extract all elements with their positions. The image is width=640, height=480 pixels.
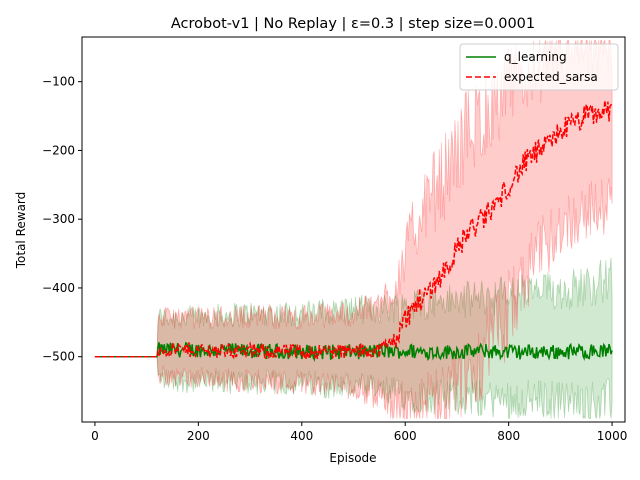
- y-tick-label: −300: [42, 212, 75, 226]
- y-tick-label: −100: [42, 75, 75, 89]
- series-lines: [94, 100, 613, 363]
- y-tick-label: −200: [42, 143, 75, 157]
- x-axis-label: Episode: [329, 451, 376, 465]
- x-tick-label: 600: [394, 429, 417, 443]
- x-tick-label: 200: [187, 429, 210, 443]
- legend: q_learning expected_sarsa: [459, 43, 619, 91]
- band-q-learning: [94, 257, 613, 420]
- x-tick-label: 1000: [597, 429, 628, 443]
- y-axis-ticks: −500 −400 −300 −200 −100: [42, 75, 82, 364]
- legend-label-q-learning: q_learning: [504, 50, 567, 64]
- line-expected-sarsa: [94, 100, 613, 361]
- y-tick-label: −400: [42, 281, 75, 295]
- y-tick-label: −500: [42, 350, 75, 364]
- x-tick-label: 0: [91, 429, 99, 443]
- legend-box: [459, 43, 619, 91]
- chart-title: Acrobot-v1 | No Replay | ε=0.3 | step si…: [171, 16, 535, 32]
- y-axis-label: Total Reward: [14, 192, 28, 270]
- band-expected-sarsa: [94, 39, 613, 421]
- x-axis-ticks: 0 200 400 600 800 1000: [91, 422, 627, 443]
- confidence-bands: [94, 39, 613, 421]
- legend-label-expected-sarsa: expected_sarsa: [504, 70, 598, 84]
- plot-frame: [81, 36, 626, 423]
- x-tick-label: 400: [290, 429, 313, 443]
- x-tick-label: 800: [497, 429, 520, 443]
